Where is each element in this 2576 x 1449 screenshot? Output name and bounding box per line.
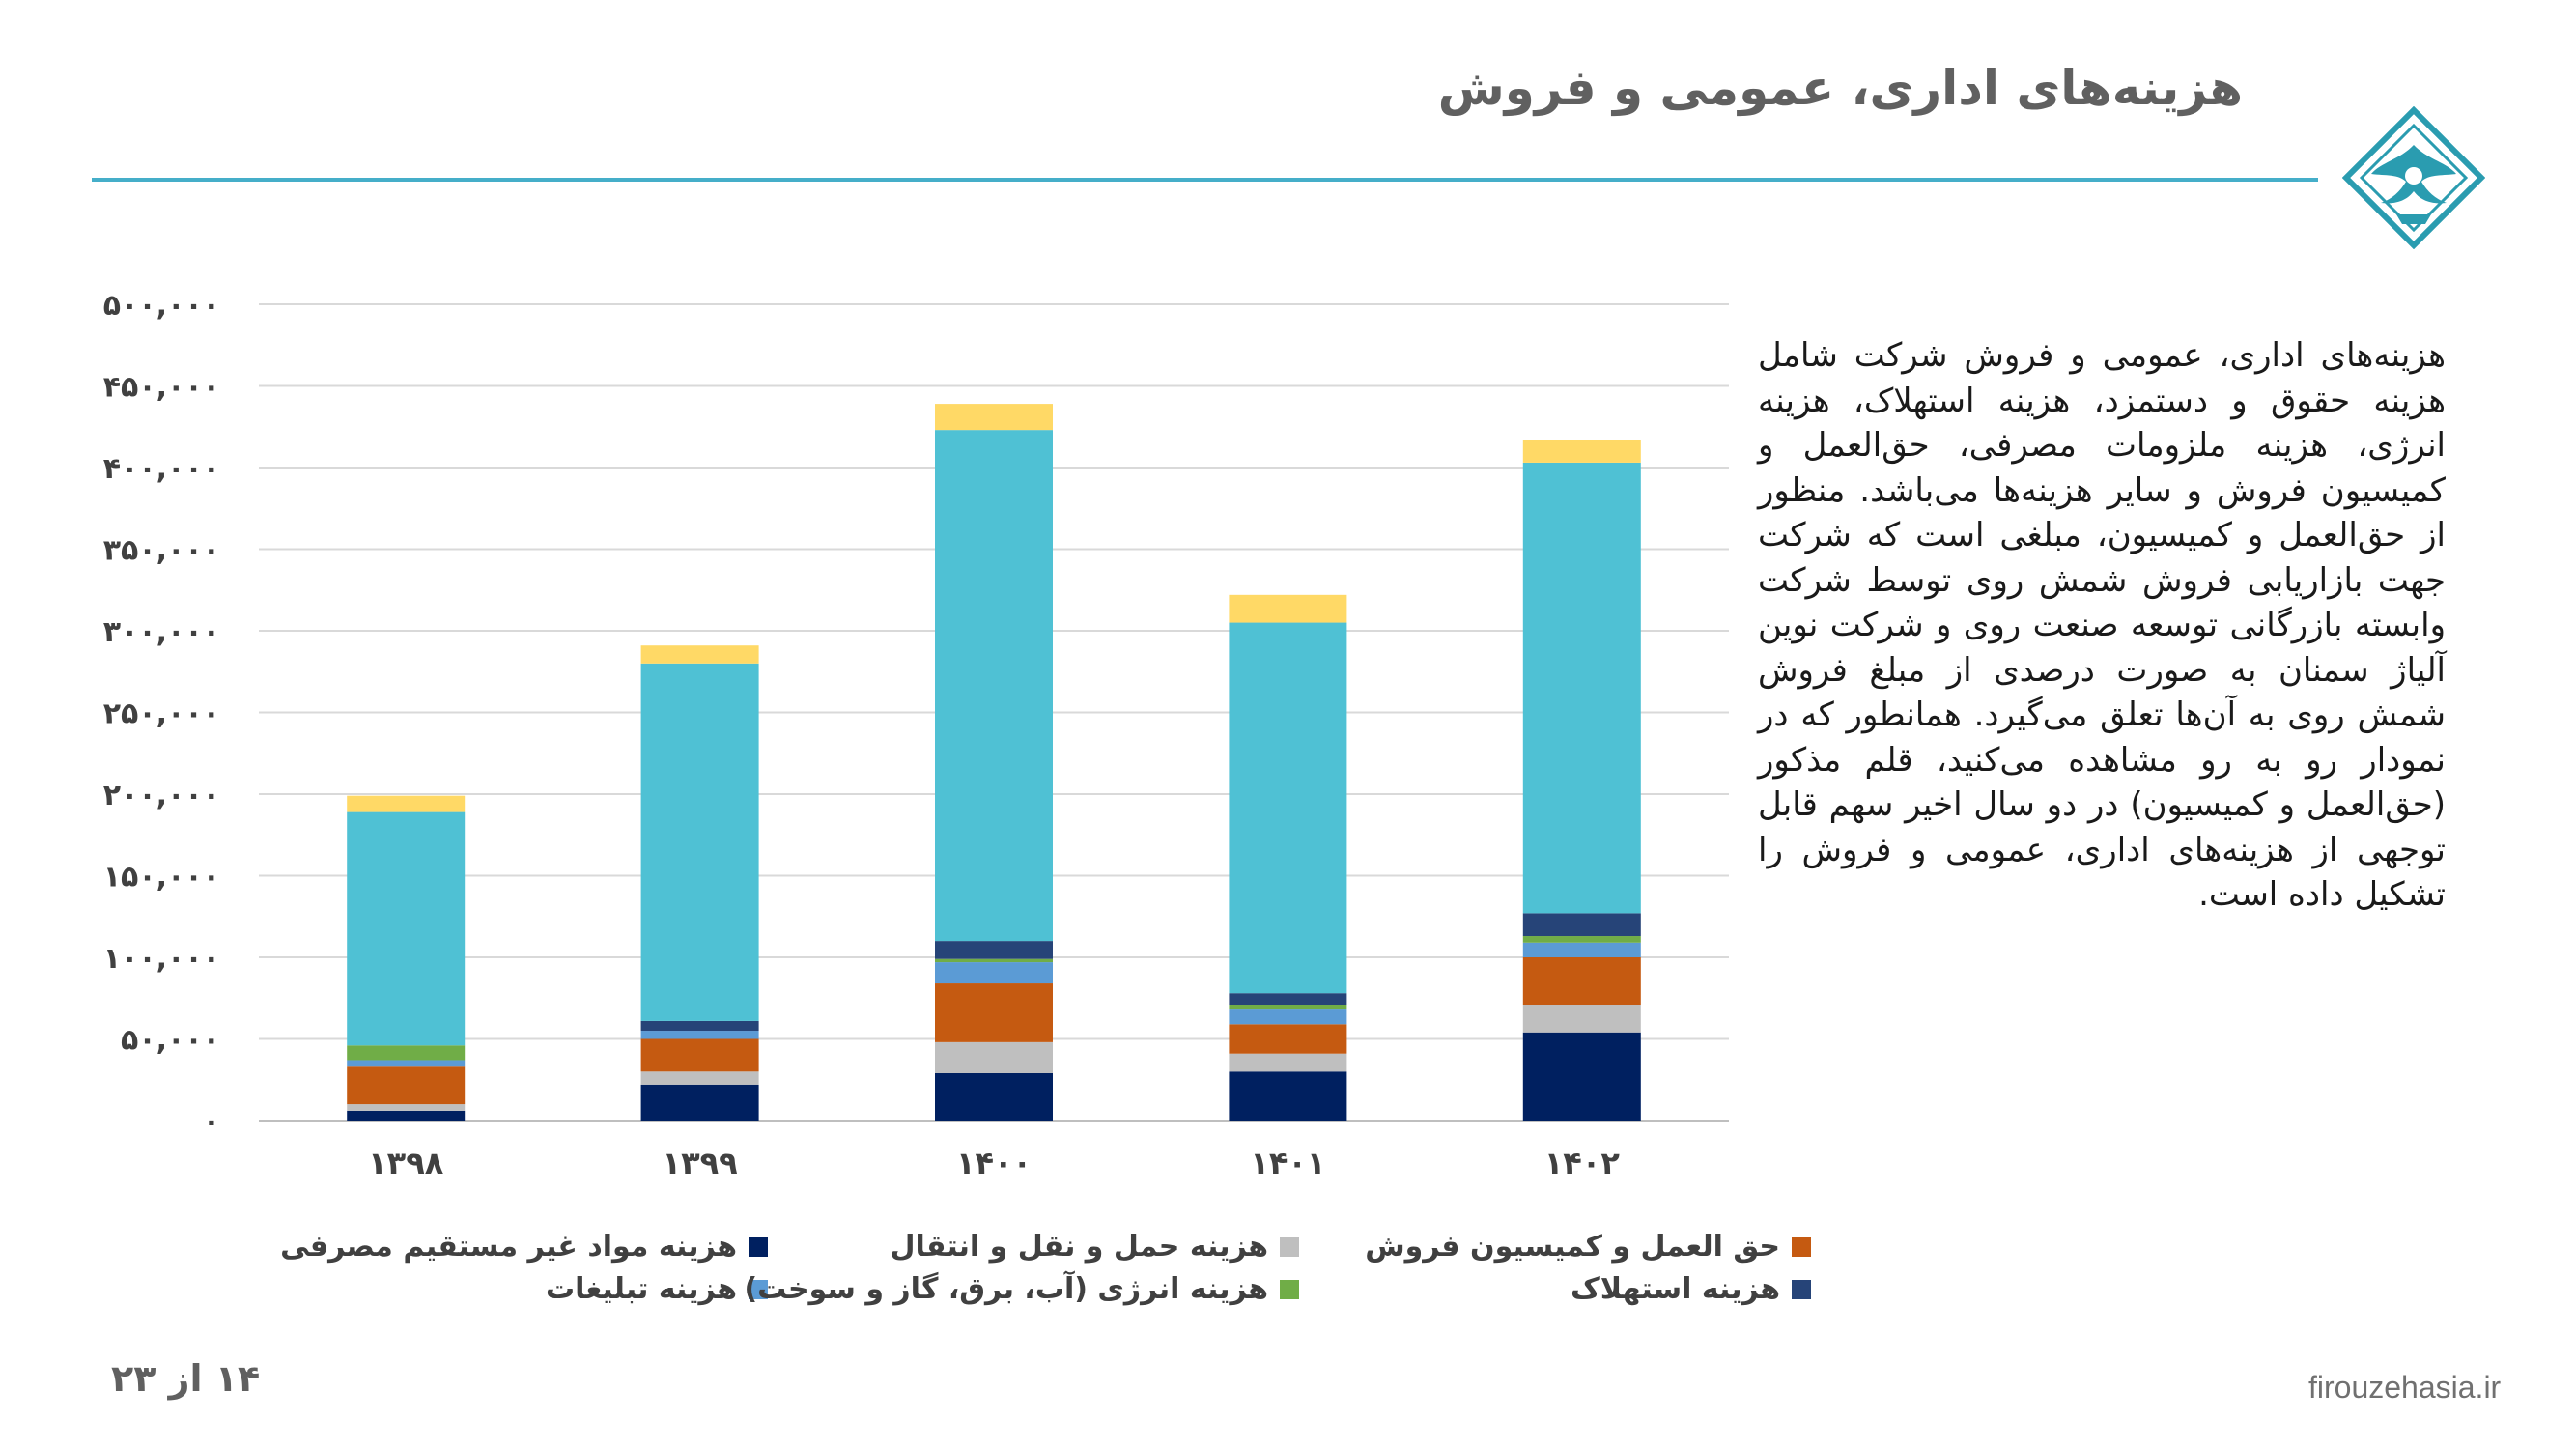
- bar-segment: [1229, 1005, 1347, 1010]
- y-tick-label: ۲۰۰,۰۰۰: [103, 779, 220, 812]
- x-tick-label: ۱۴۰۱: [1250, 1145, 1325, 1181]
- legend-item-commission: حق العمل و کمیسیون فروش: [1365, 1230, 1811, 1264]
- legend-label: هزینه تبلیغات: [546, 1272, 737, 1306]
- bar-segment: [1522, 462, 1641, 914]
- bar-segment: [935, 1072, 1053, 1121]
- bar-segment: [640, 1020, 759, 1032]
- bar-segment: [640, 1084, 759, 1121]
- x-tick-label: ۱۴۰۰: [956, 1145, 1032, 1181]
- bar-segment: [640, 1031, 759, 1039]
- legend-swatch: [749, 1279, 768, 1299]
- legend-swatch: [1792, 1279, 1811, 1299]
- bar-segment: [1522, 942, 1641, 957]
- legend-swatch: [1280, 1236, 1299, 1257]
- bar-segment: [347, 795, 466, 812]
- bar-segment: [1229, 1009, 1347, 1025]
- header-divider: [92, 178, 2318, 182]
- x-tick-label: ۱۳۹۸: [368, 1145, 444, 1181]
- bar-segment: [1229, 622, 1347, 994]
- bar-segment: [1522, 1005, 1641, 1033]
- y-tick-label: ۰: [203, 1105, 220, 1139]
- legend-item-depreciation: هزینه استهلاک: [1571, 1272, 1811, 1306]
- x-tick-label: ۱۴۰۲: [1544, 1145, 1621, 1181]
- bar-segment: [1229, 1024, 1347, 1054]
- bar-segment: [347, 1110, 466, 1121]
- bar-segment: [347, 1104, 466, 1111]
- legend-label: هزینه استهلاک: [1571, 1272, 1780, 1306]
- bar-segment: [640, 1038, 759, 1072]
- y-tick-label: ۲۵۰,۰۰۰: [103, 697, 220, 731]
- page-number: ۱۴ از ۲۳: [111, 1357, 261, 1400]
- stacked-bar-chart: ۰ ۵۰,۰۰۰ ۱۰۰,۰۰۰ ۱۵۰,۰۰۰ ۲۰۰,۰۰۰ ۲۵۰,۰۰۰ ۳۰۰,۰…: [103, 289, 1729, 1181]
- description-paragraph: هزینه‌های اداری، عمومی و فروش شرکت شامل …: [1758, 336, 2446, 914]
- x-tick-label: ۱۳۹۹: [663, 1145, 738, 1181]
- legend-swatch: [1792, 1236, 1811, 1257]
- bar-segment: [1229, 1053, 1347, 1072]
- bar-segment: [935, 983, 1053, 1042]
- bar-segment: [347, 1066, 466, 1105]
- y-tick-label: ۱۰۰,۰۰۰: [103, 942, 220, 976]
- bar-segment: [1522, 936, 1641, 943]
- page-title: هزینه‌های اداری، عمومی و فروش: [1437, 60, 2243, 116]
- y-tick-label: ۳۰۰,۰۰۰: [103, 615, 220, 649]
- bar-segment: [935, 1041, 1053, 1073]
- y-tick-label: ۵۰۰,۰۰۰: [103, 289, 220, 323]
- bar-segment: [347, 1060, 466, 1067]
- bar-segment: [1522, 1032, 1641, 1121]
- bar-segment: [1522, 957, 1641, 1006]
- legend-item-transport: هزینه حمل و نقل و انتقال: [890, 1230, 1299, 1264]
- bar-segment: [640, 663, 759, 1021]
- chart-legend: هزینه مواد غیر مستقیم مصرفی هزینه حمل و …: [188, 1217, 1811, 1314]
- bar-segment: [935, 958, 1053, 963]
- y-tick-label: ۴۵۰,۰۰۰: [103, 371, 220, 405]
- y-tick-label: ۳۵۰,۰۰۰: [103, 534, 220, 568]
- y-tick-label: ۵۰,۰۰۰: [121, 1024, 220, 1058]
- legend-label: هزینه حمل و نقل و انتقال: [890, 1230, 1268, 1264]
- bar-segment: [935, 941, 1053, 959]
- y-tick-label: ۴۰۰,۰۰۰: [103, 452, 220, 486]
- legend-item-indirect-materials: هزینه مواد غیر مستقیم مصرفی: [280, 1230, 768, 1264]
- bar-segment: [1229, 1071, 1347, 1121]
- website-link[interactable]: firouzehasia.ir: [2308, 1370, 2502, 1405]
- bar-segment: [935, 962, 1053, 984]
- bar-segment: [640, 645, 759, 664]
- bar-segment: [640, 1071, 759, 1085]
- legend-swatch: [749, 1236, 768, 1257]
- bar-segment: [1522, 913, 1641, 937]
- legend-item-advertising: هزینه تبلیغات: [546, 1272, 768, 1306]
- legend-swatch: [1280, 1279, 1299, 1299]
- bar-segment: [935, 404, 1053, 431]
- bar-segment: [935, 430, 1053, 942]
- firouzeh-logo-icon: [2342, 106, 2485, 249]
- legend-label: حق العمل و کمیسیون فروش: [1365, 1230, 1780, 1264]
- legend-item-energy: هزینه انرژی (آب، برق، گاز و سوخت): [744, 1272, 1299, 1306]
- y-tick-label: ۱۵۰,۰۰۰: [103, 861, 220, 895]
- bar-segment: [1229, 594, 1347, 623]
- bar-segment: [1522, 440, 1641, 463]
- legend-label: هزینه مواد غیر مستقیم مصرفی: [280, 1230, 737, 1264]
- bar-segment: [347, 811, 466, 1046]
- bar-segment: [1229, 993, 1347, 1006]
- legend-label: هزینه انرژی (آب، برق، گاز و سوخت): [744, 1272, 1268, 1306]
- bar-segment: [347, 1045, 466, 1061]
